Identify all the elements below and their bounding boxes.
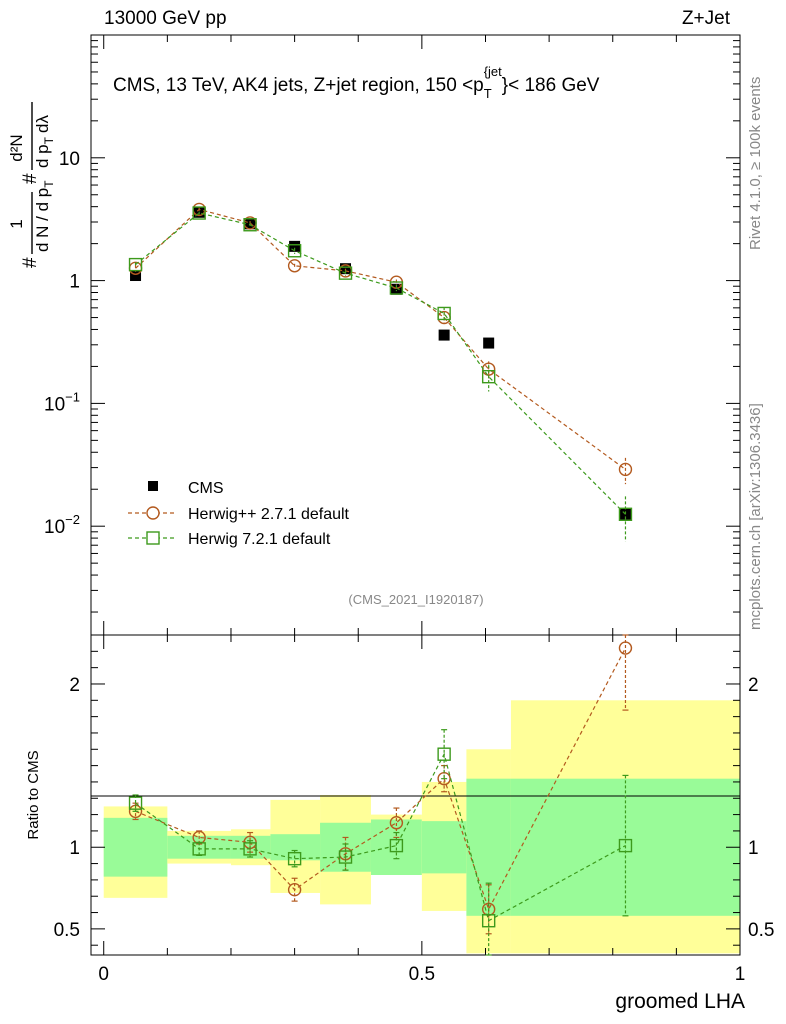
ratio-y-tick-label-right: 2 [748,675,759,696]
chart-title: CMS, 13 TeV, AK4 jets, Z+jet region, 150… [113,64,600,101]
series-point-2 [192,206,206,220]
ratio-stat-band [103,817,168,877]
ratio-line-2 [135,752,626,922]
x-tick-label: 1 [735,964,746,985]
ratio-point-2 [243,842,257,856]
legend-herwigpp-marker [146,506,160,520]
legend-herwig7-label: Herwig 7.2.1 default [188,531,331,548]
ratio-point-2 [618,838,633,853]
legend-cms-label: CMS [188,480,224,497]
mcplots-label: mcplots.cern.ch [arXiv:1306.3436] [747,403,764,630]
ratio-panel-bands [103,700,740,954]
ratio-point-2 [192,842,206,856]
svg-text:#: # [20,173,41,184]
ratio-y-tick-label: 1 [69,838,80,859]
x-tick-label: 0 [98,964,109,985]
cms-data-point [130,270,142,282]
legend: CMS Herwig++ 2.7.1 default Herwig 7.2.1 … [128,480,350,548]
series-line-2 [135,212,626,515]
series-point-1 [618,462,633,477]
y-tick-label: 10 [59,149,80,170]
process-label: Z+Jet [682,8,731,29]
main-panel-axes: 10−2 10−1 1 10 [44,35,741,635]
y-tick-label: 1 [69,272,80,293]
series-line-1 [135,208,626,470]
y-tick-label: 10−2 [44,512,80,538]
ratio-y-tick-label: 2 [69,675,80,696]
ratio-point-1 [618,641,633,655]
ratio-point-2 [338,850,353,864]
x-tick-label: 0.5 [409,964,435,985]
series-point-1 [287,259,302,273]
svg-text:d N / d pT: d N / d pT [33,180,56,252]
legend-herwig7-marker [146,531,160,545]
series-point-2 [128,257,143,272]
ratio-point-2 [389,838,404,853]
rivet-label: Rivet 4.1.0, ≥ 100k events [747,77,764,250]
ratio-y-tick-label-right: 1 [748,838,759,859]
ratio-point-2 [437,747,451,761]
main-panel-series [128,202,633,542]
x-axis-label: groomed LHA [615,990,745,1013]
svg-text:d pTdλ: d pTdλ [33,115,56,168]
cms-data-point [483,337,495,349]
svg-text:1: 1 [7,219,26,228]
ratio-y-tick-label-right: 0.5 [748,920,774,941]
series-point-2 [618,507,633,521]
ratio-stat-band [370,819,422,875]
series-point-2 [338,266,353,280]
ratio-stat-band [270,834,321,861]
energy-label: 13000 GeV pp [104,8,227,29]
series-point-2 [243,218,257,232]
ratio-point-1 [389,816,404,830]
legend-herwigpp-label: Herwig++ 2.7.1 default [188,506,350,523]
series-point-2 [481,369,496,384]
svg-text:d²N: d²N [7,134,26,161]
cms-data-point [438,329,450,341]
series-point-2 [287,244,302,258]
analysis-tag: (CMS_2021_I1920187) [348,592,483,607]
cms-data-point [390,283,402,295]
ratio-panel-frame [90,634,741,956]
ratio-point-2 [287,851,302,866]
ratio-y-axis-label: Ratio to CMS [25,750,42,839]
series-point-2 [437,306,451,321]
ratio-panel-axes: 0 0.5 1 0.5 0.5 1 1 2 2 [54,635,774,985]
ratio-stat-band [421,821,467,874]
ratio-stat-band [167,835,231,859]
y-axis-label: # 1 d N / d pT # d²N d pTdλ [7,102,56,268]
ratio-point-2 [481,914,496,928]
ratio-stat-band [466,778,511,916]
svg-text:#: # [20,257,41,268]
ratio-point-1 [287,882,302,897]
cms-data-point [289,240,301,252]
legend-cms-marker [148,481,158,491]
ratio-point-2 [128,796,143,810]
ratio-y-tick-label: 0.5 [54,920,80,941]
series-point-2 [389,281,404,295]
ratio-panel-series [128,634,633,956]
y-tick-label: 10−1 [44,389,80,415]
